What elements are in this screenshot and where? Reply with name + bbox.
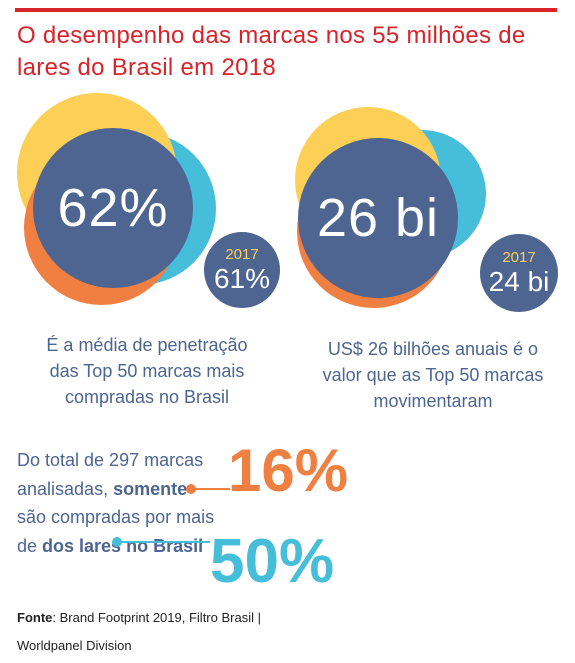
top-rule	[15, 8, 557, 12]
revenue-prev-year: 2017	[502, 249, 536, 266]
source-label: Fonte	[17, 610, 53, 625]
revenue-prev-value: 24 bi	[488, 266, 550, 297]
penetration-prev-year: 2017	[225, 246, 259, 263]
revenue-circle: 26 bi	[298, 138, 458, 298]
brands-text-part-1: Do total de 297 marcas analisadas,	[17, 450, 204, 499]
brands-text-part-2: são compradas por mais de	[17, 507, 215, 556]
orange-connector-dot	[186, 484, 196, 494]
pct-16: 16%	[228, 437, 349, 504]
penetration-2017-badge: 2017 61%	[204, 232, 280, 308]
revenue-caption: US$ 26 bilhões anuais é o valor que as T…	[322, 339, 544, 411]
source-text: : Brand Footprint 2019, Filtro Brasil | …	[17, 610, 261, 653]
cyan-connector-line	[118, 541, 210, 543]
page-title: O desempenho das marcas nos 55 milhões d…	[17, 22, 526, 81]
pct-50: 50%	[210, 527, 335, 596]
source-note: Fonte: Brand Footprint 2019, Filtro Bras…	[17, 604, 317, 660]
revenue-2017-badge: 2017 24 bi	[480, 234, 558, 312]
revenue-value: 26 bi	[316, 188, 440, 248]
penetration-prev-value: 61%	[213, 263, 271, 294]
brands-text-bold-2: dos lares no Brasil	[42, 535, 204, 556]
brands-text: Do total de 297 marcas analisadas, somen…	[17, 446, 217, 560]
cyan-connector-dot	[112, 537, 122, 547]
penetration-circle: 62%	[33, 128, 193, 288]
orange-connector-line	[190, 488, 230, 490]
penetration-caption: É a média de penetração das Top 50 marca…	[46, 335, 248, 407]
penetration-value: 62%	[57, 178, 169, 238]
brands-text-bold-1: somente	[113, 478, 188, 499]
